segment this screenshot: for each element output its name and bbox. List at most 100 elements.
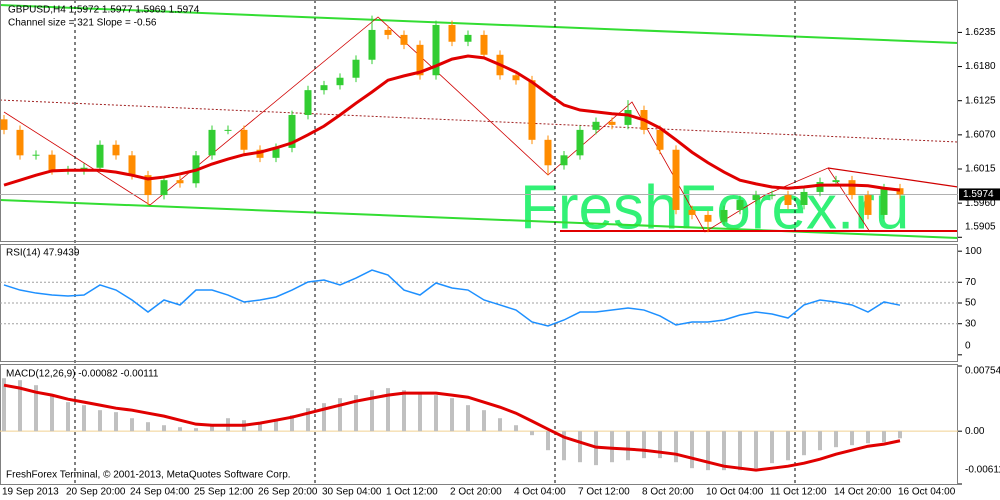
candle-body [656, 129, 664, 150]
histogram-bar [706, 431, 710, 471]
histogram-bar [130, 418, 134, 432]
candle-body [768, 195, 776, 197]
candle-body [448, 24, 456, 42]
candle-body [544, 139, 552, 166]
candle-body [32, 154, 40, 156]
histogram-bar [754, 431, 758, 469]
candle-body [576, 129, 584, 156]
histogram-bar [546, 431, 550, 451]
histogram-bar [66, 402, 70, 432]
candle-body [288, 114, 296, 148]
candle-body [160, 180, 168, 196]
histogram-bar [898, 431, 902, 439]
candle-body [432, 24, 440, 76]
histogram-bar [386, 388, 390, 432]
candle-body [48, 154, 56, 171]
y-tick-label: 1.5905 [965, 222, 996, 233]
histogram-bar [98, 410, 102, 432]
candle-body [784, 195, 792, 205]
candle-body [800, 191, 808, 205]
candle-body [144, 175, 152, 196]
y-tick-label: 0.00 [965, 426, 985, 437]
candle-body [704, 214, 712, 222]
candle-body [848, 180, 856, 196]
histogram-bar [434, 395, 438, 432]
candle-body [688, 209, 696, 215]
macd-title: MACD(12,26,9) -0.00082 -0.00111 [6, 369, 159, 380]
histogram-bar [626, 431, 630, 461]
histogram-bar [802, 431, 806, 456]
x-tick-label: 2 Oct 20:00 [450, 487, 502, 498]
candle-body [176, 180, 184, 184]
histogram-bar [658, 431, 662, 459]
y-tick-label: 1.6070 [965, 129, 996, 140]
candle-body [96, 144, 104, 168]
histogram-bar [162, 425, 166, 432]
x-tick-label: 10 Oct 04:00 [706, 487, 764, 498]
histogram-bar [274, 420, 278, 432]
candle-body [736, 200, 744, 210]
histogram-bar [674, 431, 678, 463]
candle-body [720, 209, 728, 222]
histogram-bar [690, 431, 694, 469]
histogram-bar [530, 431, 534, 436]
candle-body [0, 119, 8, 130]
signal-line [3, 383, 901, 472]
histogram-bar [354, 395, 358, 432]
candle-body [896, 188, 904, 195]
histogram-bar [834, 431, 838, 448]
histogram-bar [194, 428, 198, 432]
y-tick-label: 1.6015 [965, 164, 996, 175]
chart-title: GBPUSD,H4 1.5972 1.5977 1.5969 1.5974 [8, 5, 200, 16]
histogram-bar [370, 390, 374, 432]
triangle-top [827, 167, 959, 188]
candle-body [128, 155, 136, 176]
candle-body [512, 75, 520, 81]
histogram-bar [818, 431, 822, 451]
histogram-bar [322, 403, 326, 432]
candle-body [352, 59, 360, 78]
histogram-bar [338, 398, 342, 432]
candle-body [368, 29, 376, 60]
histogram-bar [258, 422, 262, 432]
histogram-bar [850, 431, 854, 446]
candle-body [336, 77, 344, 86]
y-tick-label: 1.6180 [965, 61, 996, 72]
x-tick-label: 7 Oct 12:00 [578, 487, 630, 498]
candle-body [464, 34, 472, 42]
histogram-bar [466, 405, 470, 432]
histogram-bar [146, 422, 150, 432]
candle-body [624, 110, 632, 125]
histogram-bar [114, 412, 118, 432]
histogram-bar [514, 425, 518, 432]
y-tick-label: 0.00754 [965, 366, 1000, 377]
zigzag [3, 16, 871, 233]
footer: FreshForex Terminal, © 2001-2013, MetaQu… [6, 470, 291, 481]
channel-upper [0, 4, 959, 44]
candle-body [672, 149, 680, 210]
candle-body [832, 180, 840, 183]
x-tick-label: 24 Sep 04:00 [130, 487, 190, 498]
histogram-bar [482, 410, 486, 432]
moving-average [3, 54, 901, 192]
candle-body [224, 129, 232, 131]
last-price-box [959, 188, 1000, 201]
histogram-bar [18, 380, 22, 432]
x-tick-label: 16 Oct 04:00 [898, 487, 956, 498]
candle-body [272, 147, 280, 158]
x-tick-label: 1 Oct 12:00 [386, 487, 438, 498]
histogram-bar [210, 425, 214, 432]
rsi-line [3, 269, 901, 327]
candle-body [608, 121, 616, 125]
y-tick-label: 100 [965, 246, 982, 257]
histogram-bar [786, 431, 790, 461]
candle-body [592, 121, 600, 130]
y-tick-label: 30 [965, 318, 977, 329]
candle-body [304, 90, 312, 115]
candle-body [320, 85, 328, 91]
y-tick-label: 0 [965, 341, 971, 352]
histogram-bar [290, 415, 294, 432]
histogram-bar [306, 408, 310, 432]
histogram-bar [34, 385, 38, 432]
